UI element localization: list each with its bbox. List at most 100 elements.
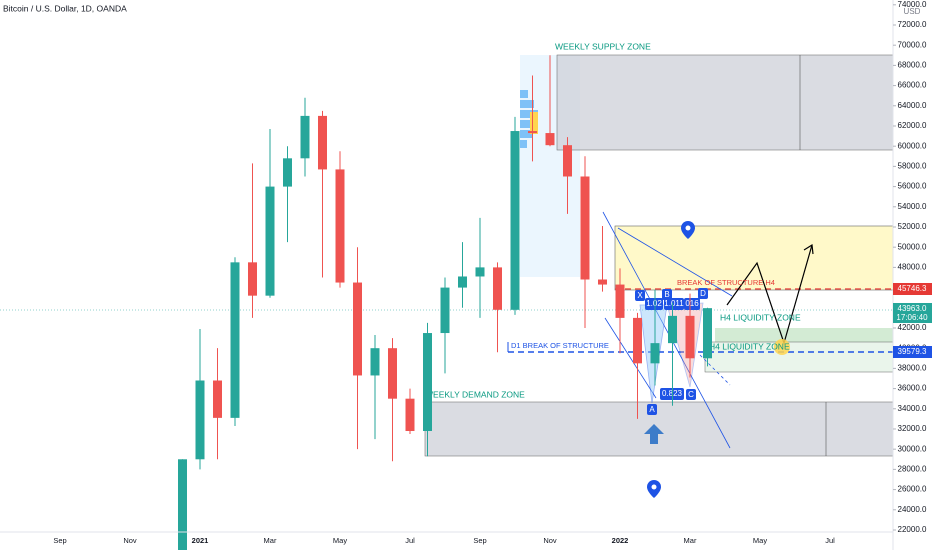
candles <box>178 55 712 550</box>
fib-label: 1.02 <box>646 299 662 308</box>
x-tick-label: Jul <box>405 536 415 545</box>
volume-profile <box>520 90 538 148</box>
channel-line <box>617 227 733 297</box>
candle-body <box>370 348 380 376</box>
x-tick-label: Sep <box>53 536 66 545</box>
x-tick-label: Mar <box>684 536 697 545</box>
annotation: WEEKLY SUPPLY ZONE <box>555 41 651 51</box>
price-tag: 39579.3 <box>898 347 927 356</box>
candle-body <box>405 398 415 432</box>
candle-body <box>563 145 572 177</box>
annotation: H4 LIQUIDITY ZONE <box>720 312 801 322</box>
y-tick-label: 38000.0 <box>898 363 927 372</box>
y-tick-label: 52000.0 <box>898 222 927 231</box>
price-tag: 43963.0 <box>898 304 927 313</box>
map-pin-dot <box>685 225 691 231</box>
map-pin-dot <box>651 484 657 490</box>
fib-label: 1.011 <box>664 299 684 308</box>
point-label: C <box>688 390 694 399</box>
point-label: D <box>700 289 706 298</box>
projection-arrowhead <box>803 243 814 255</box>
y-tick-label: 36000.0 <box>898 384 927 393</box>
price-tag: 45746.3 <box>898 284 927 293</box>
candle-body <box>615 284 625 318</box>
liquidity-zone <box>704 341 894 373</box>
point-label: X <box>637 291 643 300</box>
y-tick-label: 74000.0 <box>898 0 927 9</box>
candle-body <box>703 308 712 359</box>
channel-line <box>604 317 657 399</box>
x-tick-label: May <box>333 536 347 545</box>
candle-body <box>318 115 327 170</box>
x-tick-label: Jul <box>825 536 835 545</box>
pattern-points: X A B C D <box>635 288 708 415</box>
candle-body <box>388 348 397 399</box>
candle-body <box>475 267 485 277</box>
x-tick-label: May <box>753 536 767 545</box>
candle-body <box>283 158 292 187</box>
candle-body <box>650 343 660 364</box>
candle-body <box>633 317 642 364</box>
y-tick-label: 58000.0 <box>898 162 927 171</box>
x-tick-label: Sep <box>473 536 486 545</box>
y-tick-label: 72000.0 <box>898 20 927 29</box>
candle-body <box>440 287 450 334</box>
point-label: A <box>649 405 655 414</box>
y-tick-label: 64000.0 <box>898 101 927 110</box>
candle-body <box>265 186 275 296</box>
candle-body <box>230 262 240 418</box>
candle-body <box>668 315 677 344</box>
y-tick-label: 34000.0 <box>898 404 927 413</box>
y-tick-label: 62000.0 <box>898 121 927 130</box>
candle-body <box>545 133 555 146</box>
candle-body <box>335 169 345 283</box>
y-tick-label: 50000.0 <box>898 242 927 251</box>
y-tick-label: 24000.0 <box>898 505 927 514</box>
chart-title: Bitcoin / U.S. Dollar, 1D, OANDA <box>3 3 127 13</box>
fib-label: 016 <box>685 299 699 308</box>
channel-line <box>699 354 731 386</box>
target-circle <box>774 339 790 355</box>
candle-body <box>300 115 310 159</box>
y-tick-label: 66000.0 <box>898 81 927 90</box>
candle-body <box>493 267 502 310</box>
channel-line <box>602 211 731 449</box>
yellow-zone <box>614 225 894 291</box>
annotation: D1 BREAK OF STRUCTURE <box>511 341 609 350</box>
annotation: WEEKLY DEMAND ZONE <box>425 389 525 399</box>
y-tick-label: 60000.0 <box>898 141 927 150</box>
fib-labels: 1.02 1.011 016 0.823 <box>645 298 700 400</box>
candle-body <box>353 282 362 376</box>
y-tick-label: 54000.0 <box>898 202 927 211</box>
liquidity-zone <box>715 328 893 342</box>
candle-body <box>598 279 607 285</box>
candle-body <box>213 380 222 418</box>
volume-poc <box>530 112 538 134</box>
projection-path <box>726 244 813 346</box>
countdown: 17:06:40 <box>896 313 928 322</box>
y-tick-label: 30000.0 <box>898 444 927 453</box>
price-tags: 45746.3 43963.0 17:06:40 39579.3 <box>893 283 932 358</box>
y-tick-label: 22000.0 <box>898 525 927 534</box>
y-tick-label: 28000.0 <box>898 464 927 473</box>
y-tick-label: 70000.0 <box>898 40 927 49</box>
candle-body <box>685 315 695 359</box>
y-tick-label: 42000.0 <box>898 323 927 332</box>
candle-body <box>458 276 467 288</box>
candle-body <box>423 333 432 432</box>
currency-label: USD <box>904 7 921 16</box>
up-arrow <box>644 424 664 444</box>
y-tick-label: 32000.0 <box>898 424 927 433</box>
annotation: BREAK OF STRUCTURE H4 <box>677 278 775 287</box>
candle-body <box>195 380 205 460</box>
point-label: B <box>664 290 669 299</box>
candle-body <box>528 131 537 134</box>
candle-body <box>178 459 187 550</box>
supply-zone <box>556 54 894 151</box>
x-tick-label: 2022 <box>612 536 629 545</box>
x-tick-label: 2021 <box>192 536 209 545</box>
x-tick-label: Nov <box>543 536 557 545</box>
candle-body <box>580 176 590 280</box>
x-tick-label: Mar <box>264 536 277 545</box>
